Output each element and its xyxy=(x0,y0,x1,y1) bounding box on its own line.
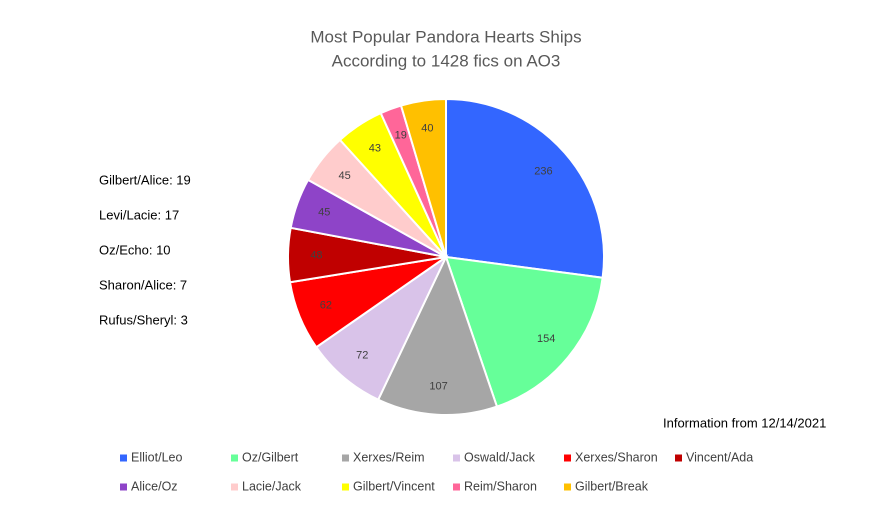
value-label: 62 xyxy=(320,299,332,311)
legend-label: Xerxes/Reim xyxy=(353,450,425,464)
annotation: Rufus/Sheryl: 3 xyxy=(99,312,188,327)
legend-label: Gilbert/Break xyxy=(575,479,649,493)
legend-label: Oswald/Jack xyxy=(464,450,536,464)
annotation: Sharon/Alice: 7 xyxy=(99,277,187,292)
annotation: Levi/Lacie: 17 xyxy=(99,207,179,222)
annotations: Gilbert/Alice: 19 Levi/Lacie: 17 Oz/Echo: … xyxy=(99,172,191,327)
value-label: 107 xyxy=(429,380,447,392)
legend-label: Oz/Gilbert xyxy=(242,450,299,464)
value-label: 45 xyxy=(339,170,351,182)
annotation: Gilbert/Alice: 19 xyxy=(99,172,191,187)
value-label: 72 xyxy=(356,350,368,362)
legend-swatch xyxy=(120,454,127,462)
value-label: 43 xyxy=(369,143,381,155)
legend-swatch xyxy=(453,483,460,491)
legend-label: Gilbert/Vincent xyxy=(353,479,435,493)
pie: 236 154 107 72 62 48 45 45 43 19 40 xyxy=(287,97,605,416)
legend-label: Lacie/Jack xyxy=(242,479,302,493)
wedge xyxy=(399,97,447,258)
value-label: 19 xyxy=(395,130,407,142)
value-label: 48 xyxy=(310,249,322,261)
legend-swatch xyxy=(564,454,571,462)
value-label: 154 xyxy=(537,333,555,345)
legend-swatch xyxy=(342,483,349,491)
legend-label: Xerxes/Sharon xyxy=(575,450,658,464)
legend-swatch xyxy=(231,483,238,491)
legend-swatch xyxy=(231,454,238,462)
legend-label: Vincent/Ada xyxy=(686,450,753,464)
wedge xyxy=(445,97,605,279)
legend-swatch xyxy=(453,454,460,462)
legend-swatch xyxy=(675,454,682,462)
value-label: 40 xyxy=(421,123,433,135)
legend-swatch xyxy=(564,483,571,491)
annotation: Oz/Echo: 10 xyxy=(99,242,171,257)
value-label: 236 xyxy=(534,166,552,178)
legend-swatch xyxy=(342,454,349,462)
value-label: 45 xyxy=(318,207,330,219)
wedge xyxy=(376,254,499,416)
note: Information from 12/14/2021 xyxy=(663,415,826,430)
legend-label: Alice/Oz xyxy=(131,479,178,493)
legend-label: Elliot/Leo xyxy=(131,450,182,464)
chart-title: Most Popular Pandora Hearts Ships xyxy=(310,27,581,46)
legend-label: Reim/Sharon xyxy=(464,479,537,493)
legend-swatch xyxy=(120,483,127,491)
chart-subtitle: According to 1428 fics on AO3 xyxy=(332,51,561,70)
legend: Elliot/Leo Oz/Gilbert Xerxes/Reim Oswald/Ja… xyxy=(120,450,753,493)
